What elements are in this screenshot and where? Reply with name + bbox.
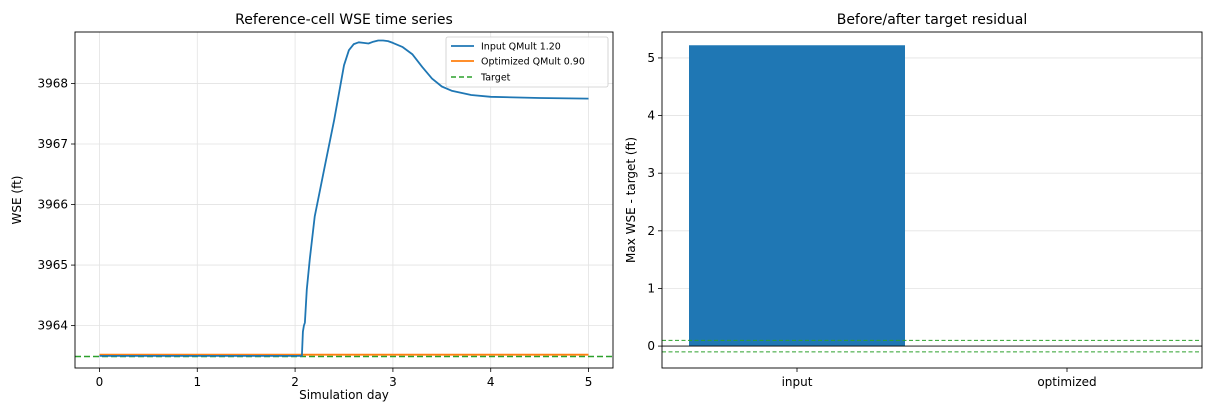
- y-tick-label: 2: [647, 224, 655, 238]
- y-tick-label: 5: [647, 51, 655, 65]
- y-tick-label: 3: [647, 166, 655, 180]
- legend: Input QMult 1.20 Optimized QMult 0.90 Ta…: [445, 36, 609, 88]
- chart-title: Reference-cell WSE time series: [235, 12, 453, 28]
- residual-bar-chart: Before/after target residual 0 1 2 3 4 5 input…: [624, 12, 1203, 389]
- x-tick-label: 0: [96, 375, 104, 389]
- y-tick-label: 1: [647, 281, 655, 295]
- axis-ticks: 0 1 2 3 4 5 3964 3965 3966 3967 3968: [37, 76, 592, 389]
- bar-input: [689, 45, 905, 347]
- x-tick-label: 5: [585, 375, 593, 389]
- wse-time-series-chart: Reference-cell WSE time series 0 1 2 3 4 5 396…: [10, 12, 614, 402]
- y-tick-label: 4: [647, 109, 655, 123]
- legend-box: [445, 36, 609, 88]
- reference-lines: [662, 339, 1202, 353]
- y-axis-label: WSE (ft): [10, 176, 24, 225]
- plot-frame: [74, 31, 614, 369]
- y-tick-label: 3968: [37, 76, 68, 90]
- plot-frame: [661, 31, 1203, 369]
- bars-layer: [689, 45, 905, 347]
- chart-title: Before/after target residual: [837, 12, 1028, 28]
- y-tick-label: 3965: [37, 258, 68, 272]
- legend-label-optimized: Optimized QMult 0.90: [481, 57, 585, 68]
- x-tick-label: optimized: [1037, 375, 1096, 389]
- y-tick-label: 0: [647, 339, 655, 353]
- x-tick-label: 1: [193, 375, 201, 389]
- axis-ticks: 0 1 2 3 4 5 input optimized: [647, 51, 1096, 389]
- y-tick-label: 3966: [37, 198, 68, 212]
- x-axis-label: Simulation day: [299, 388, 389, 402]
- series-line-input: [99, 39, 589, 357]
- legend-label-target: Target: [480, 73, 511, 84]
- y-axis-label: Max WSE - target (ft): [624, 137, 638, 263]
- x-tick-label: 4: [487, 375, 495, 389]
- x-tick-label: 3: [389, 375, 397, 389]
- series-layer: [75, 39, 613, 358]
- legend-label-input: Input QMult 1.20: [481, 42, 561, 53]
- grid: [75, 32, 613, 368]
- x-tick-label: input: [782, 375, 813, 389]
- y-tick-label: 3964: [37, 319, 68, 333]
- x-tick-label: 2: [291, 375, 299, 389]
- y-tick-label: 3967: [37, 137, 68, 151]
